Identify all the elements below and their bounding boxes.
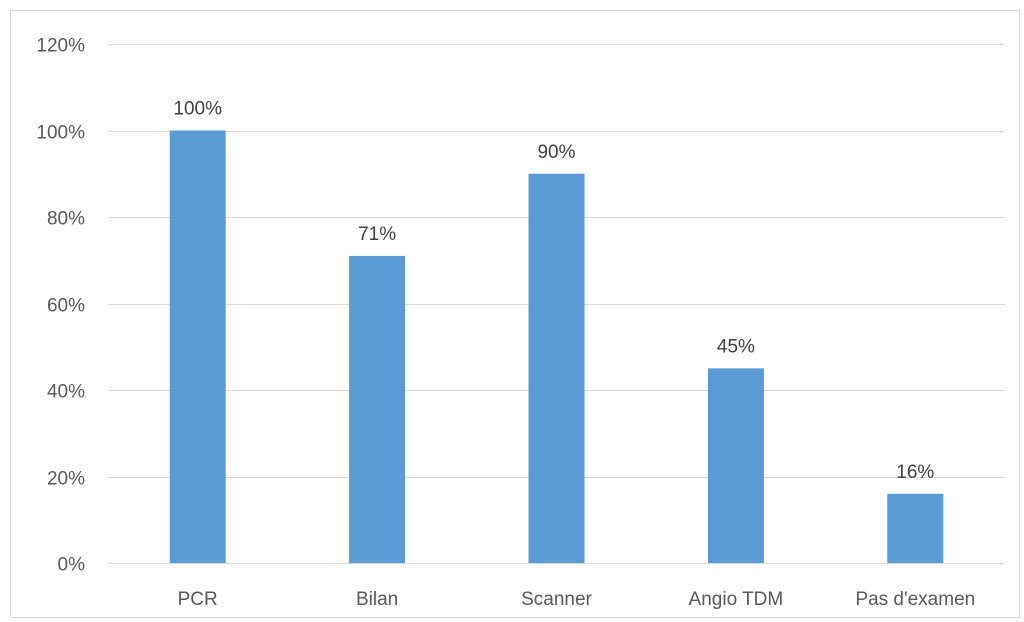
x-tick-label: Scanner [521,589,592,610]
x-axis-tick-labels: PCR Bilan Scanner Angio TDM Pas d'examen [178,589,976,610]
bar-scanner [528,173,585,563]
data-labels: 100% 71% 90% 45% 16% [173,99,934,483]
y-tick-label: 80% [47,209,85,230]
bar-angio-tdm [707,368,764,563]
data-label: 100% [173,99,222,120]
y-tick-label: 40% [47,382,85,403]
data-label: 45% [717,336,755,357]
x-tick-label: Angio TDM [689,589,784,610]
data-label: 90% [537,142,575,163]
y-tick-label: 120% [36,36,85,57]
y-tick-label: 20% [47,469,85,490]
bar-pas-d-examen [887,493,944,563]
bars [169,130,944,564]
data-label: 16% [896,462,934,483]
bar-pcr [169,130,226,563]
x-tick-label: Pas d'examen [855,589,975,610]
y-axis-tick-labels: 0% 20% 40% 60% 80% 100% 120% [36,36,85,576]
x-tick-label: Bilan [356,589,398,610]
y-tick-label: 100% [36,123,85,144]
bar-bilan [349,255,406,564]
x-tick-label: PCR [178,589,218,610]
y-tick-label: 60% [47,296,85,317]
y-tick-label: 0% [58,555,86,576]
data-label: 71% [358,224,396,245]
